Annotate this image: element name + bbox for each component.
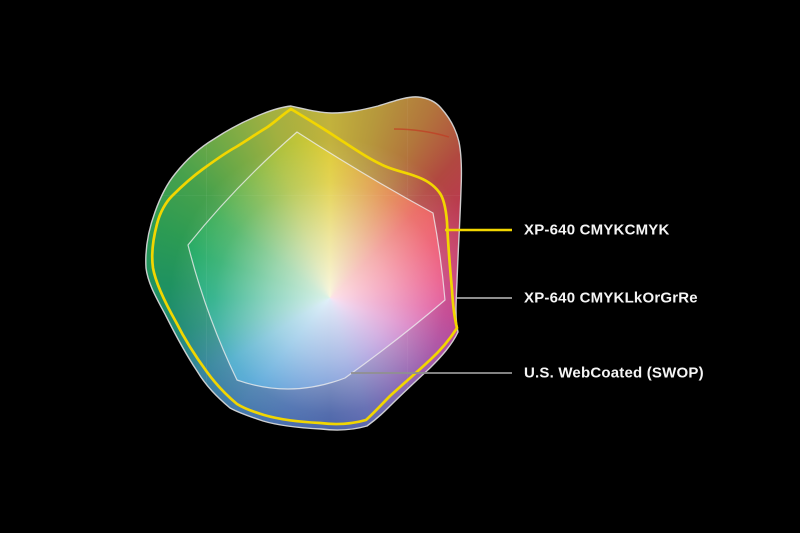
legend-label-swop: U.S. WebCoated (SWOP): [524, 364, 704, 382]
legend-label-cmyklkorgrre: XP-640 CMYKLkOrGrRe: [524, 289, 698, 307]
gamut-outline-cmyklkorgrre: [145, 96, 463, 431]
legend-label-cmykcmyk: XP-640 CMYKCMYK: [524, 221, 670, 239]
gamut-outline-cmykcmyk: [150, 107, 459, 426]
red-fold-line: [393, 128, 450, 138]
gamut-outline-swop: [187, 131, 446, 390]
